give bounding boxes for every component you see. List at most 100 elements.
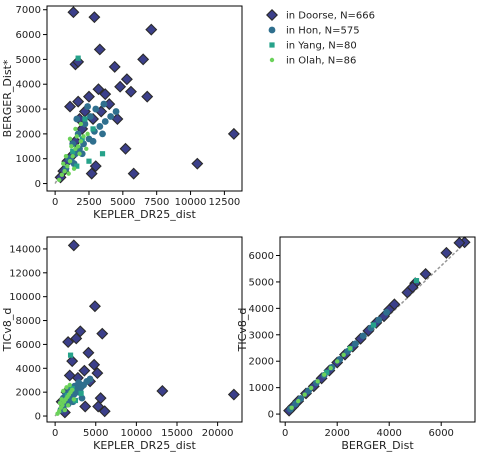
x-tick-label: 5000 [110,197,135,208]
y-tick-label: 10000 [9,292,41,303]
data-point-hon [86,113,94,120]
data-point-doorse [98,405,111,418]
legend: in Doorse, N=666 in Hon, N=575 in Yang, N=… [266,9,375,67]
data-point-doorse [88,300,101,313]
data-point-hon [92,105,100,113]
data-point-olah [65,403,71,408]
data-point-olah [69,387,75,392]
data-point-olah [77,151,82,156]
data-point-olah [67,159,73,164]
data-point-olah [59,172,65,178]
data-point-hon [107,113,115,120]
y-axis-label: TICv8_d [1,308,14,353]
data-point-hon [383,308,390,316]
data-point-olah [302,392,307,397]
series-doorse [55,239,240,419]
data-point-olah [296,398,301,404]
x-tick-label: 7500 [144,197,169,208]
y-tick-label: 0 [268,410,274,421]
data-point-hon [73,115,81,123]
data-point-olah [328,365,333,371]
series-olah [56,121,90,183]
x-tick-label: 10000 [120,428,152,439]
data-point-doorse [62,336,75,349]
legend-label: in Yang, N=80 [286,41,357,52]
data-point-olah [74,134,79,139]
panel-kepler-vs-berger: 0 2500 5000 7500 10000 12500 0 1000 2000 3000 4000… [1,5,243,221]
data-point-doorse [127,167,140,180]
data-point-olah [322,372,327,377]
data-point-yang [99,151,106,157]
data-point-doorse [453,236,466,249]
data-point-doorse [99,88,112,101]
data-point-hon [86,375,94,383]
data-point-doorse [54,171,67,184]
data-point-doorse [124,85,137,98]
legend-marker-olah [269,57,275,63]
data-point-doorse [191,157,204,170]
data-point-olah [62,168,67,174]
data-point-olah [59,397,64,402]
series-olah [289,346,353,410]
x-tick-label: 10000 [175,197,207,208]
data-point-doorse [227,127,240,140]
data-point-yang [371,322,377,328]
data-point-yang [324,369,330,375]
data-point-hon [81,120,89,128]
data-point-doorse [120,73,133,86]
data-point-olah [67,382,72,388]
data-point-doorse [137,53,150,66]
data-point-olah [56,409,62,414]
data-point-doorse [96,327,109,340]
x-tick-label: 15000 [161,428,193,439]
data-point-doorse [119,142,132,155]
y-tick-label: 3000 [16,105,41,116]
data-point-olah [61,388,66,394]
data-point-hon [89,137,97,145]
data-point-doorse [67,239,80,252]
data-point-hon [96,123,104,130]
x-axis-label: KEPLER_DR25_dist [93,439,196,452]
data-point-olah [69,144,74,149]
y-tick-label: 5000 [16,55,41,66]
data-point-olah [70,154,75,159]
data-point-hon [112,108,120,115]
data-point-olah [71,397,77,402]
data-point-olah [75,144,81,149]
data-point-doorse [72,95,85,108]
data-point-olah [61,161,66,166]
data-point-olah [66,171,71,176]
y-tick-label: 0 [35,179,41,190]
data-point-yang [67,352,74,358]
data-point-doorse [79,400,92,413]
data-point-olah [85,131,90,137]
y-axis-label: BERGER_Dist* [1,59,14,137]
legend-label: in Hon, N=575 [286,26,360,37]
data-point-olah [315,379,320,384]
y-tick-label: 6000 [16,30,41,41]
y-tick-label: 12000 [9,268,41,279]
data-point-olah [63,154,69,159]
data-point-yang [75,55,81,61]
y-tick-label: 14000 [9,244,41,255]
data-point-olah [78,121,84,127]
data-point-olah [56,177,62,183]
data-point-olah [81,134,86,139]
legend-label: in Doorse, N=666 [286,11,375,22]
x-tick-label: 5000 [83,428,108,439]
series-yang [70,55,106,169]
data-point-doorse [93,43,106,56]
y-tick-label: 4000 [16,364,41,375]
data-point-doorse [92,400,105,413]
x-tick-label: 0 [282,428,288,439]
data-point-doorse [67,6,80,19]
x-tick-label: 0 [52,428,58,439]
data-point-hon [101,118,109,125]
y-tick-label: 2000 [249,357,274,368]
y-tick-label: 1000 [16,154,41,165]
data-point-hon [375,316,383,324]
data-point-doorse [440,246,453,259]
data-point-doorse [85,167,98,180]
data-point-olah [289,405,294,410]
data-point-doorse [419,268,432,280]
